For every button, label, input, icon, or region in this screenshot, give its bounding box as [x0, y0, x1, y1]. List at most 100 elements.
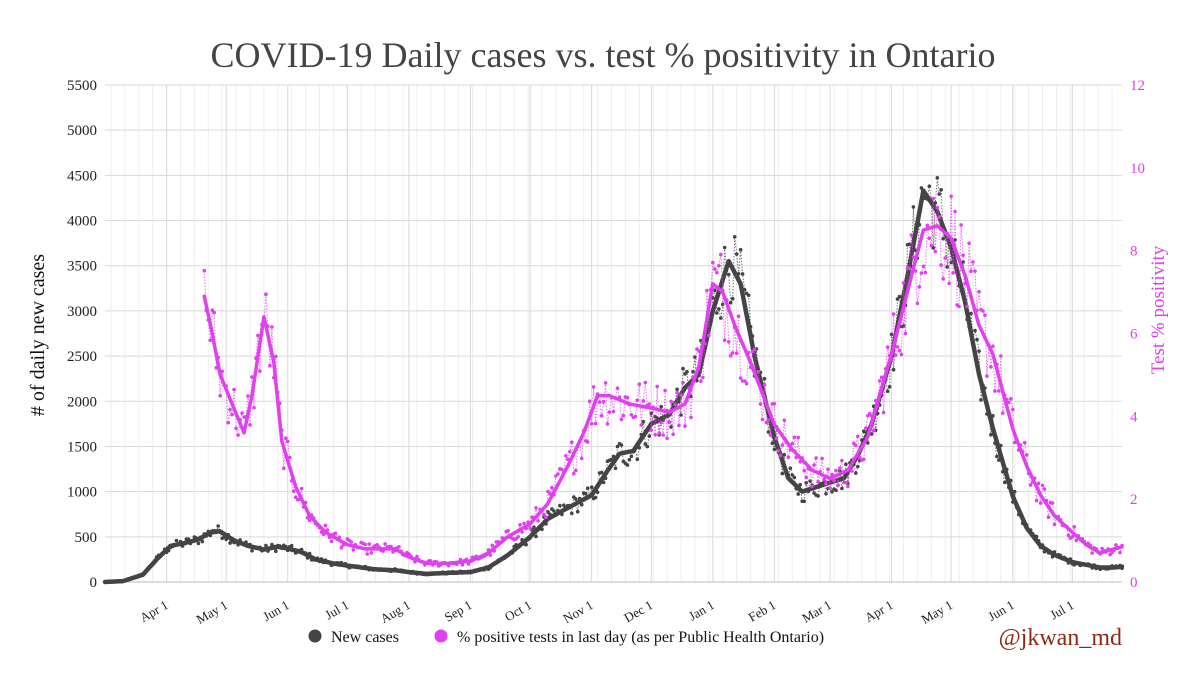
- data-point: [941, 277, 945, 281]
- data-point: [629, 413, 634, 417]
- data-point: [772, 402, 777, 406]
- data-point: [931, 196, 936, 201]
- data-point: [856, 464, 860, 469]
- data-point: [675, 390, 679, 395]
- data-point: [893, 353, 898, 358]
- data-point: [585, 440, 590, 444]
- data-point: [1007, 400, 1011, 405]
- data-point: [574, 497, 578, 501]
- data-point: [834, 468, 838, 473]
- data-point: [991, 344, 995, 349]
- data-point: [649, 428, 653, 432]
- data-point: [677, 423, 681, 428]
- y-right-tick-label: 0: [1130, 575, 1138, 591]
- data-point: [816, 479, 820, 484]
- data-point: [734, 252, 739, 256]
- data-point: [927, 236, 932, 240]
- data-point: [307, 518, 312, 523]
- data-point: [524, 542, 528, 547]
- data-point: [736, 314, 741, 319]
- data-point: [997, 389, 1001, 393]
- data-point: [293, 495, 298, 500]
- data-point: [981, 309, 985, 313]
- data-point: [814, 456, 818, 460]
- data-point: [240, 411, 244, 415]
- data-point: [248, 423, 252, 427]
- data-point: [627, 457, 632, 462]
- data-point: [939, 188, 943, 192]
- legend-label-new-cases: New cases: [331, 629, 399, 646]
- data-point: [506, 529, 511, 533]
- data-point: [339, 545, 344, 550]
- y-right-tick-label: 4: [1130, 409, 1138, 425]
- data-point: [935, 205, 940, 210]
- data-point: [367, 542, 372, 546]
- data-point: [284, 436, 288, 441]
- data-point: [599, 413, 604, 418]
- data-point: [728, 300, 733, 305]
- data-point: [212, 310, 216, 315]
- data-point: [534, 506, 538, 510]
- data-point: [230, 412, 234, 417]
- data-point: [782, 452, 787, 457]
- y-right-tick-label: 2: [1130, 492, 1138, 508]
- data-point: [772, 447, 777, 452]
- data-point: [792, 475, 797, 480]
- data-point: [985, 374, 989, 378]
- data-point: [593, 421, 598, 426]
- y-left-tick-label: 2000: [67, 394, 97, 410]
- data-point: [862, 457, 866, 462]
- data-point: [546, 510, 550, 514]
- data-point: [828, 486, 832, 491]
- data-point: [597, 400, 602, 404]
- data-point: [836, 483, 840, 488]
- data-point: [730, 351, 735, 355]
- y-left-tick-label: 3000: [67, 304, 97, 320]
- data-point: [752, 347, 757, 352]
- data-point: [911, 205, 916, 209]
- data-point: [532, 525, 536, 529]
- data-point: [719, 252, 723, 257]
- data-point: [490, 543, 495, 548]
- data-point: [840, 458, 844, 463]
- data-point: [299, 486, 304, 491]
- data-point: [585, 486, 590, 491]
- data-point: [1090, 551, 1094, 555]
- data-point: [643, 442, 648, 446]
- data-point: [564, 454, 568, 458]
- data-point: [289, 543, 294, 548]
- data-point: [717, 264, 721, 268]
- data-point: [250, 549, 254, 553]
- data-point: [536, 519, 540, 523]
- data-point: [655, 384, 659, 389]
- data-point: [619, 417, 624, 422]
- data-point: [977, 290, 981, 294]
- data-point: [615, 444, 620, 449]
- data-point: [897, 348, 902, 353]
- data-point: [659, 420, 663, 425]
- data-point: [689, 394, 693, 399]
- data-point: [1046, 515, 1051, 519]
- data-point: [291, 489, 296, 493]
- data-point: [653, 433, 657, 437]
- data-point: [895, 297, 900, 301]
- data-point: [323, 523, 328, 528]
- data-point: [943, 256, 947, 260]
- data-point: [544, 515, 548, 519]
- data-point: [802, 468, 806, 473]
- data-point: [713, 288, 717, 293]
- data-point: [701, 375, 705, 380]
- data-point: [798, 482, 802, 487]
- data-point: [933, 249, 938, 254]
- y-right-tick-label: 6: [1130, 327, 1138, 343]
- data-point: [715, 270, 719, 275]
- data-point: [621, 413, 626, 418]
- data-point: [983, 313, 987, 318]
- y-left-tick-label: 0: [90, 575, 98, 591]
- y-axis-left-label: # of daily new cases: [27, 254, 49, 416]
- chart-title: COVID-19 Daily cases vs. test % positivi…: [211, 35, 996, 75]
- data-point: [365, 552, 370, 556]
- data-point: [726, 272, 731, 277]
- data-point: [659, 404, 663, 409]
- data-point: [796, 492, 800, 496]
